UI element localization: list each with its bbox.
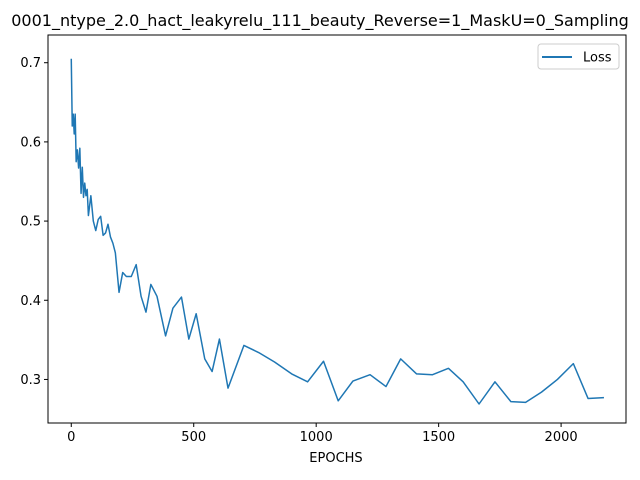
series-layer: [70, 58, 604, 405]
y-tick-label: 0.3: [20, 373, 41, 388]
legend-label: Loss: [583, 51, 612, 66]
x-tick-label: 500: [181, 430, 206, 445]
ticks-layer: 0 500 1000 1500 2000 0.3 0.4 0.5 0.6 0.7: [20, 56, 577, 445]
y-tick-label: 0.5: [20, 215, 41, 230]
x-axis-label: EPOCHS: [309, 451, 362, 466]
loss-series-line: [70, 58, 604, 405]
x-tick-label: 2000: [545, 430, 578, 445]
chart-title: 0001_ntype_2.0_hact_leakyrelu_111_beauty…: [11, 11, 629, 31]
y-tick-label: 0.4: [20, 294, 41, 309]
x-tick-label: 1000: [300, 430, 333, 445]
plot-frame: [47, 34, 627, 424]
y-tick-label: 0.7: [20, 56, 41, 71]
y-tick-label: 0.6: [20, 135, 41, 150]
legend: Loss: [537, 43, 620, 70]
legend-box: [537, 43, 620, 70]
x-tick-label: 1500: [422, 430, 455, 445]
x-tick-label: 0: [67, 430, 75, 445]
